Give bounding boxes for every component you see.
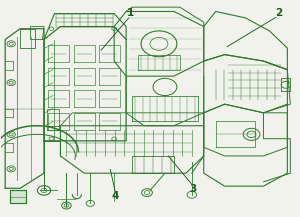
Text: 4: 4 [112,191,119,201]
Text: 1: 1 [127,8,134,18]
Text: 3: 3 [190,184,197,194]
Text: 2: 2 [275,8,282,18]
Polygon shape [10,191,26,203]
